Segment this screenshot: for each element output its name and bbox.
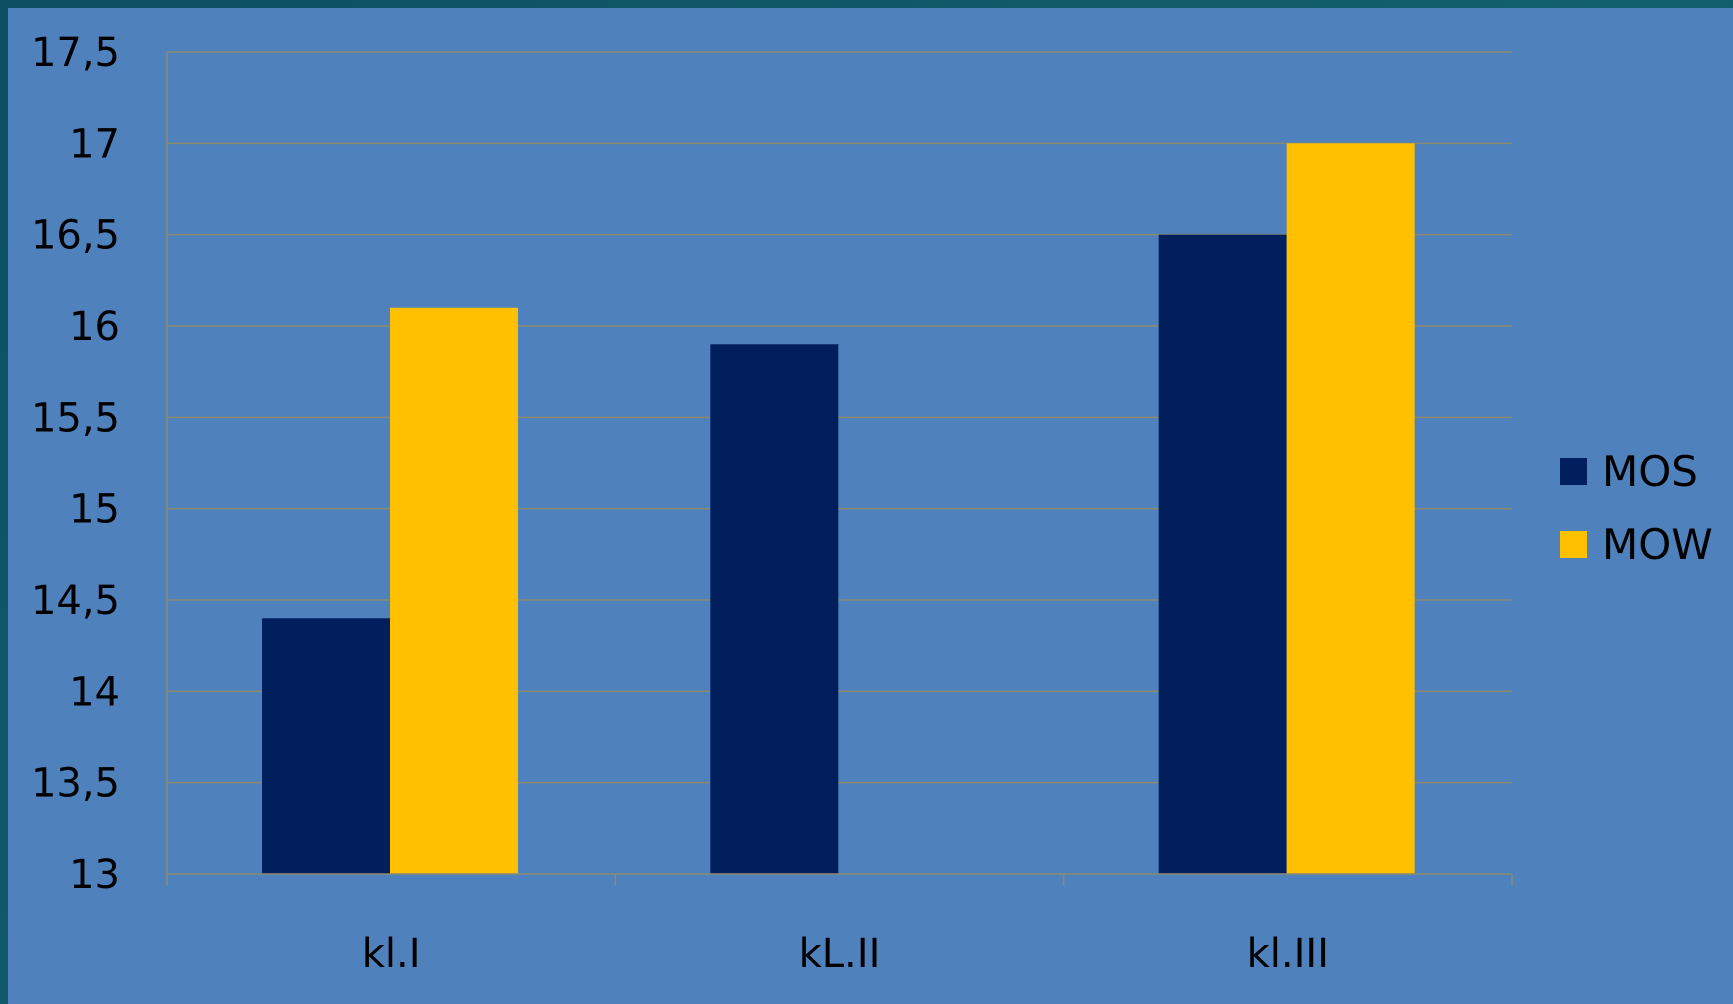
bar-mos-0 — [262, 618, 390, 874]
y-tick-label: 15 — [69, 487, 120, 533]
y-tick-label: 14,5 — [31, 578, 120, 624]
bar-mos-1 — [710, 344, 839, 874]
bars — [262, 143, 1415, 875]
y-tick-label: 13,5 — [31, 761, 120, 807]
y-tick-label: 16,5 — [31, 213, 120, 259]
x-category-label: kl.III — [1247, 931, 1329, 977]
y-tick-label: 15,5 — [31, 395, 120, 441]
y-tick-label: 17 — [69, 121, 120, 167]
legend-swatch-mow — [1560, 531, 1587, 558]
y-axis-ticks: 13 13,5 14 14,5 15 15,5 16 16,5 17 17,5 — [31, 30, 120, 898]
y-tick-label: 16 — [69, 304, 120, 350]
axes — [166, 52, 1513, 886]
legend-label-mow: MOW — [1602, 520, 1713, 569]
x-axis-categories: kl.I kL.II kl.III — [362, 931, 1329, 977]
y-tick-label: 14 — [69, 669, 120, 715]
bar-mow-0 — [390, 307, 518, 874]
legend-label-mos: MOS — [1602, 447, 1698, 496]
x-category-label: kL.II — [799, 931, 881, 977]
y-tick-label: 17,5 — [31, 30, 120, 76]
x-category-label: kl.I — [362, 931, 421, 977]
y-tick-label: 13 — [69, 852, 120, 898]
bar-mos-2 — [1158, 234, 1287, 874]
legend-swatch-mos — [1560, 458, 1587, 485]
legend: MOS MOW — [1560, 447, 1713, 569]
bar-mow-2 — [1286, 143, 1415, 875]
